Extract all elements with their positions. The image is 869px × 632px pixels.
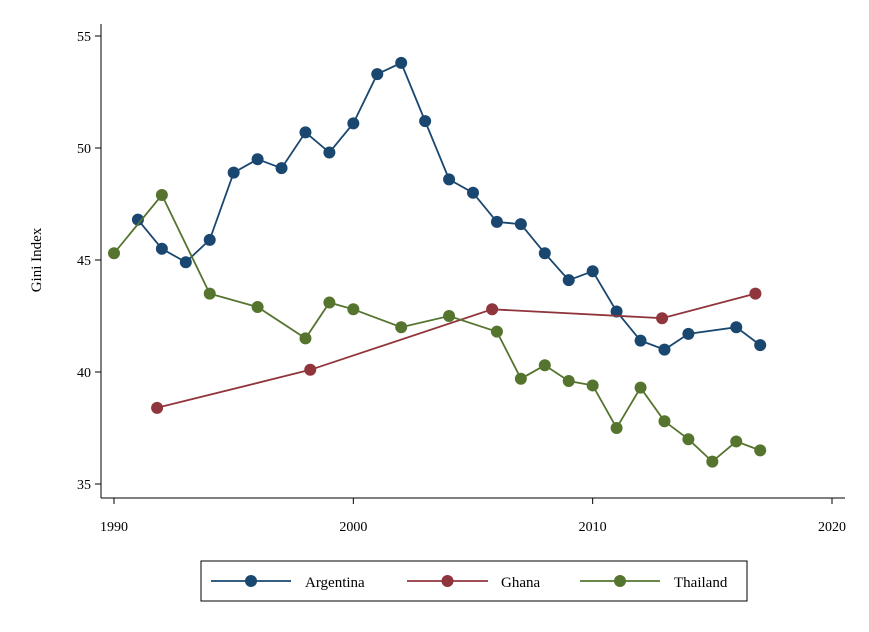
data-point-argentina xyxy=(179,256,192,269)
data-point-argentina xyxy=(251,153,264,166)
data-point-ghana xyxy=(656,312,669,325)
data-point-thailand xyxy=(155,189,168,202)
data-point-thailand xyxy=(658,415,671,428)
data-point-argentina xyxy=(634,334,647,347)
y-tick-label: 35 xyxy=(77,478,91,493)
data-point-ghana xyxy=(749,287,762,300)
legend-label-argentina: Argentina xyxy=(305,575,365,591)
legend-marker-ghana xyxy=(441,575,454,587)
data-point-argentina xyxy=(347,117,360,130)
data-point-argentina xyxy=(323,146,336,159)
data-point-thailand xyxy=(108,247,120,260)
data-point-argentina xyxy=(562,274,575,287)
data-point-ghana xyxy=(486,303,499,316)
axes xyxy=(95,24,845,504)
tick-labels: 35 40 45 50 55 1990 2000 2010 2020 xyxy=(77,30,846,535)
data-point-thailand xyxy=(514,372,527,385)
data-point-argentina xyxy=(490,215,503,228)
data-point-ghana xyxy=(304,363,317,376)
data-point-thailand xyxy=(323,296,336,309)
y-tick-label: 50 xyxy=(77,142,91,157)
series-thailand xyxy=(108,189,767,468)
legend-marker-argentina xyxy=(245,575,257,587)
data-point-argentina xyxy=(586,265,599,278)
data-point-thailand xyxy=(443,310,456,322)
x-tick-label: 1990 xyxy=(100,520,128,535)
data-point-argentina xyxy=(730,321,743,334)
x-tick-label: 2010 xyxy=(579,520,607,535)
data-point-thailand xyxy=(538,359,551,372)
y-tick-label: 55 xyxy=(77,30,91,45)
series-ghana xyxy=(151,287,762,414)
y-tick-label: 45 xyxy=(77,254,91,269)
data-point-thailand xyxy=(610,422,623,434)
data-point-thailand xyxy=(682,433,695,446)
data-point-thailand xyxy=(395,321,408,334)
legend: Argentina Ghana Thailand xyxy=(200,560,748,602)
data-point-thailand xyxy=(347,303,360,316)
data-point-thailand xyxy=(730,435,743,448)
legend-marker-thailand xyxy=(614,575,626,587)
x-tick-label: 2020 xyxy=(818,520,846,535)
y-tick-label: 40 xyxy=(77,366,91,381)
data-point-thailand xyxy=(562,374,575,387)
data-point-argentina xyxy=(155,242,168,255)
data-point-thailand xyxy=(586,379,599,392)
data-point-argentina xyxy=(538,247,551,260)
data-point-ghana xyxy=(151,401,164,414)
data-point-argentina xyxy=(203,233,216,246)
data-point-argentina xyxy=(131,213,144,226)
data-point-argentina xyxy=(658,343,671,356)
series-argentina xyxy=(131,56,767,356)
legend-label-thailand: Thailand xyxy=(674,575,728,591)
legend-label-ghana: Ghana xyxy=(501,575,540,591)
data-point-thailand xyxy=(634,381,647,394)
data-point-thailand xyxy=(299,332,312,345)
data-point-argentina xyxy=(275,162,288,175)
y-axis-title: Gini Index xyxy=(29,227,45,292)
data-point-argentina xyxy=(395,56,408,69)
data-point-thailand xyxy=(490,325,503,338)
data-point-thailand xyxy=(706,455,719,468)
data-point-argentina xyxy=(610,305,623,318)
data-point-thailand xyxy=(754,444,767,457)
data-point-argentina xyxy=(419,115,432,128)
x-tick-label: 2000 xyxy=(339,520,367,535)
data-point-thailand xyxy=(203,287,216,300)
data-point-argentina xyxy=(443,173,456,186)
data-point-argentina xyxy=(467,186,479,199)
data-point-thailand xyxy=(251,301,264,314)
data-point-argentina xyxy=(227,166,240,179)
data-point-argentina xyxy=(299,126,312,139)
series-layer xyxy=(108,56,767,468)
data-point-argentina xyxy=(371,68,384,81)
data-point-argentina xyxy=(682,327,695,340)
data-point-argentina xyxy=(754,339,767,352)
data-point-argentina xyxy=(514,218,527,231)
series-line-argentina xyxy=(137,61,761,351)
